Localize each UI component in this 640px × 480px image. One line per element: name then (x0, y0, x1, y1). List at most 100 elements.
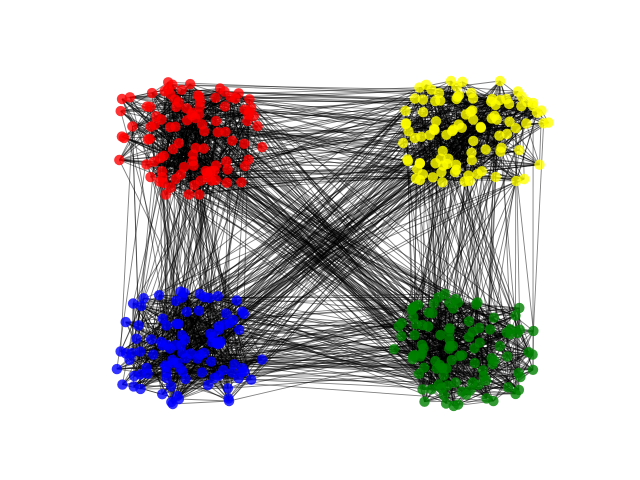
blue-node (206, 356, 217, 367)
graph-edge (172, 400, 230, 405)
yellow-node (400, 105, 411, 117)
graph-edge (455, 135, 500, 300)
graph-edge (417, 180, 517, 306)
yellow-node (516, 101, 527, 112)
blue-node (135, 383, 146, 395)
yellow-node (409, 93, 421, 104)
graph-edge (224, 323, 534, 371)
green-node (433, 379, 444, 390)
green-node (431, 363, 442, 374)
yellow-node (468, 114, 479, 125)
yellow-node (494, 130, 505, 141)
green-node (488, 312, 499, 323)
yellow-node (538, 118, 549, 129)
blue-node (223, 395, 235, 407)
yellow-node (430, 116, 442, 127)
red-node (221, 177, 233, 188)
red-node (173, 138, 184, 149)
graph-edge (257, 86, 457, 127)
red-node (124, 92, 136, 103)
green-node (514, 302, 525, 314)
graph-edge (183, 292, 429, 314)
graph-edge (233, 319, 423, 326)
green-node (488, 395, 499, 407)
graph-edge (152, 194, 190, 355)
graph-edge (443, 393, 516, 396)
red-node (202, 172, 213, 183)
graph-edge (132, 303, 420, 375)
yellow-node (486, 93, 498, 105)
red-node (239, 160, 251, 172)
yellow-node (451, 164, 462, 175)
blue-node (157, 389, 168, 400)
graph-edge (500, 151, 521, 378)
red-node (116, 93, 128, 105)
graph-edge (224, 96, 523, 325)
graph-edge (247, 98, 493, 122)
red-node (176, 84, 187, 96)
blue-node (153, 290, 165, 301)
red-node (214, 83, 226, 94)
yellow-node (466, 155, 477, 166)
red-node (185, 78, 196, 90)
red-node (114, 154, 125, 166)
graph-edge (249, 89, 432, 100)
blue-node (171, 318, 182, 330)
graph-edge (228, 355, 421, 402)
blue-node (181, 306, 192, 317)
graph-edge (122, 84, 427, 385)
red-node (212, 127, 223, 138)
blue-node (213, 370, 224, 381)
red-node (194, 189, 205, 200)
graph-edge (227, 328, 511, 389)
blue-node (204, 292, 215, 304)
graph-edge (493, 369, 534, 402)
blue-node (131, 333, 142, 344)
graph-edge (185, 357, 444, 376)
green-node (502, 382, 514, 393)
green-node (441, 363, 452, 374)
graph-edge (131, 126, 141, 375)
red-node (244, 94, 255, 105)
green-node (407, 354, 418, 365)
green-node (463, 316, 475, 327)
yellow-node (503, 98, 515, 110)
green-node (469, 343, 480, 354)
green-node (396, 331, 407, 342)
red-node (141, 101, 153, 112)
yellow-node (534, 159, 545, 170)
blue-node (120, 316, 131, 328)
red-node (252, 121, 263, 132)
green-node (416, 339, 428, 350)
graph-edge (456, 86, 518, 92)
yellow-node (519, 173, 530, 185)
blue-node (212, 291, 223, 302)
yellow-node (438, 160, 449, 171)
red-node (127, 121, 138, 132)
graph-edge (132, 180, 212, 304)
graph-edge (215, 92, 472, 166)
red-node (187, 156, 199, 167)
graph-edge (230, 96, 435, 304)
graph-edge (121, 98, 238, 301)
graph-edge (218, 100, 436, 327)
red-node (154, 176, 165, 187)
yellow-node (521, 118, 532, 129)
graph-edge (158, 87, 420, 296)
graph-edge (176, 112, 538, 325)
graph-edge (190, 325, 399, 355)
blue-node (135, 369, 146, 380)
green-node (469, 357, 480, 369)
red-node (118, 132, 130, 144)
red-node (144, 133, 155, 145)
blue-node (136, 300, 147, 312)
green-node (456, 350, 468, 361)
red-node (219, 101, 231, 112)
yellow-node (409, 132, 420, 144)
green-node (484, 324, 496, 335)
red-node (239, 104, 250, 115)
green-node (467, 377, 478, 388)
yellow-node (418, 107, 429, 118)
red-node (198, 143, 209, 154)
